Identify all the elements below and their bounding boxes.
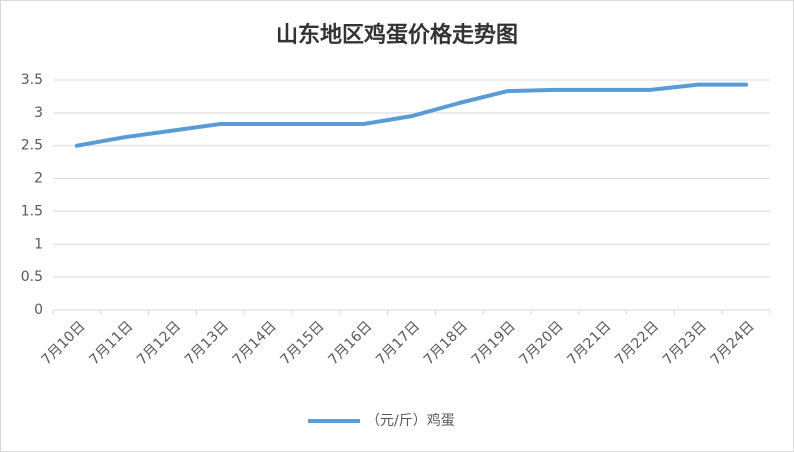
- y-tick-label: 3: [34, 105, 43, 121]
- data-line: [74, 82, 749, 148]
- y-tick-label: 0.5: [21, 269, 43, 285]
- y-tick-label: 0: [34, 302, 43, 318]
- y-tick-label: 3.5: [21, 72, 43, 88]
- y-tick-label: 2: [34, 171, 43, 187]
- y-tick-label: 2.5: [21, 138, 43, 154]
- y-tick-label: 1.5: [21, 203, 43, 219]
- chart-title: 山东地区鸡蛋价格走势图: [276, 22, 518, 48]
- legend-label: （元/斤）鸡蛋: [366, 412, 455, 429]
- y-tick-label: 1: [34, 236, 43, 252]
